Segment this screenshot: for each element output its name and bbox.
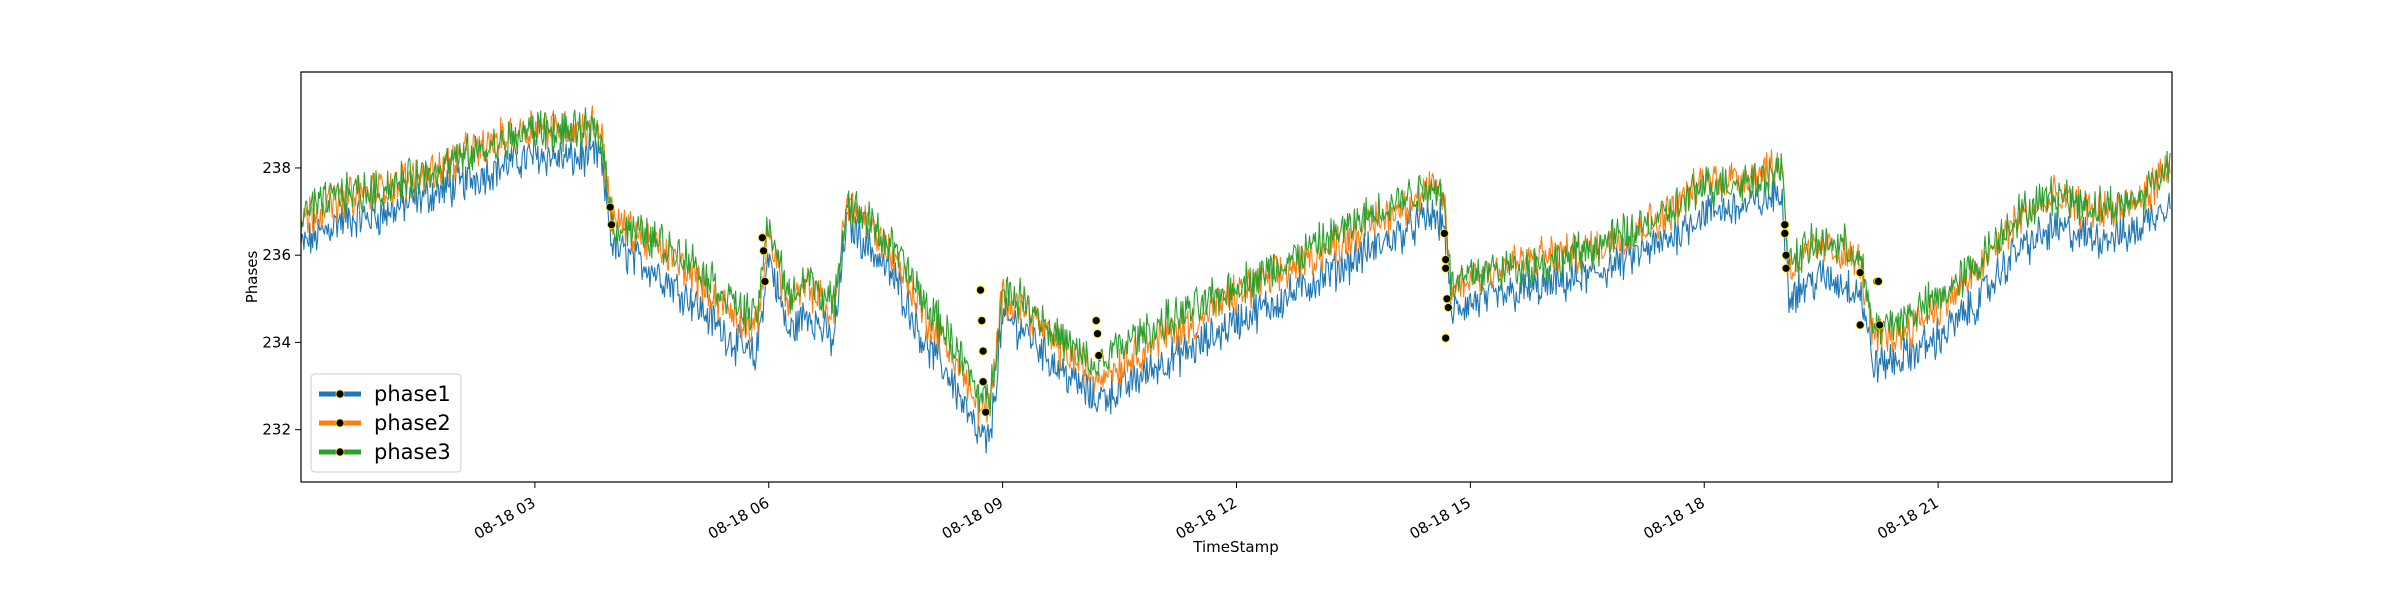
anomaly-marker	[1781, 250, 1791, 260]
legend-label-phase1: phase1	[374, 382, 451, 406]
anomaly-marker	[1855, 268, 1865, 278]
anomaly-marker	[1094, 351, 1104, 360]
anomaly-marker	[1093, 329, 1102, 339]
x-tick-label: 08-18 03	[471, 494, 538, 543]
anomaly-marker	[1440, 228, 1449, 238]
legend-marker-phase3	[335, 447, 345, 457]
anomaly-marker	[1780, 228, 1790, 238]
anomaly-marker	[1441, 263, 1451, 273]
anomaly-marker	[1441, 255, 1451, 265]
anomaly-marker	[605, 202, 615, 212]
x-tick-label: 08-18 21	[1874, 494, 1941, 543]
y-tick-label: 236	[262, 246, 291, 264]
anomaly-marker	[978, 377, 988, 387]
anomaly-marker	[1855, 320, 1865, 330]
y-axis-label: Phases	[243, 251, 261, 304]
y-axis: 232 234 236 238	[262, 159, 301, 439]
anomaly-marker	[976, 285, 985, 295]
legend-label-phase3: phase3	[374, 440, 451, 464]
x-tick-label: 08-18 06	[705, 494, 772, 543]
anomaly-marker	[1781, 263, 1791, 273]
anomaly-marker	[760, 276, 770, 286]
anomaly-marker-layer	[605, 202, 1885, 417]
legend-marker-phase1	[335, 389, 345, 399]
anomaly-marker	[757, 233, 767, 243]
y-tick-label: 234	[262, 333, 291, 351]
legend-marker-phase2	[335, 418, 345, 428]
anomaly-marker	[1091, 316, 1101, 326]
anomaly-marker	[1442, 294, 1452, 304]
anomaly-marker	[1780, 220, 1790, 230]
x-tick-label: 08-18 15	[1407, 494, 1474, 543]
anomaly-marker	[1441, 333, 1451, 343]
anomaly-marker	[1443, 303, 1453, 312]
series-line-phase3	[301, 107, 2171, 417]
anomaly-marker	[607, 220, 616, 230]
anomaly-marker	[977, 316, 987, 326]
anomaly-marker	[759, 246, 768, 256]
y-tick-label: 232	[262, 421, 291, 439]
legend: phase1 phase2 phase3	[310, 373, 462, 473]
x-tick-label: 08-18 18	[1640, 494, 1707, 543]
legend-label-phase2: phase2	[374, 411, 451, 435]
x-axis: 08-18 03 08-18 06 08-18 09 08-18 12 08-18 15…	[471, 482, 1942, 543]
legend-box	[310, 373, 462, 473]
series-line-phase1	[301, 132, 2171, 454]
anomaly-marker	[981, 407, 991, 417]
anomaly-marker	[978, 346, 988, 356]
anomaly-marker	[1874, 276, 1883, 286]
x-tick-label: 08-18 12	[1173, 494, 1240, 543]
anomaly-marker	[1875, 320, 1885, 330]
x-tick-label: 08-18 09	[939, 494, 1006, 543]
y-tick-label: 238	[262, 159, 291, 177]
x-axis-label: TimeStamp	[1192, 538, 1278, 556]
series-layer	[301, 105, 2171, 454]
